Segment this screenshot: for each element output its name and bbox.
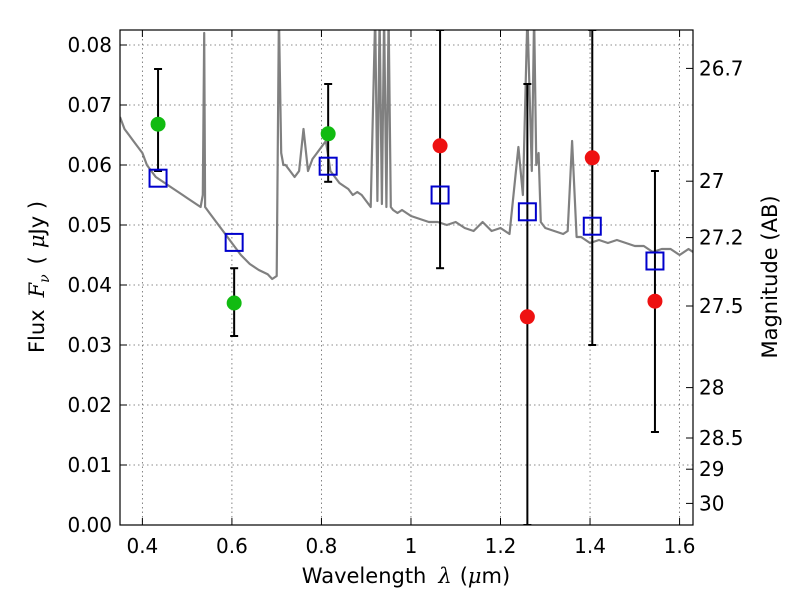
y-axis-symbol: F bbox=[25, 281, 49, 298]
model-square bbox=[582, 216, 602, 236]
y-axis-unit-rest: Jy ) bbox=[25, 201, 49, 237]
right-tick-label: 26.7 bbox=[699, 56, 744, 80]
y-axis-label-right: Magnitude (AB) bbox=[758, 195, 782, 358]
right-tick-label: 30 bbox=[699, 491, 724, 515]
upper-limit-point bbox=[584, 150, 600, 166]
plot-content bbox=[120, 30, 693, 525]
model-spectrum-line bbox=[120, 30, 693, 281]
y-tick-label: 0.02 bbox=[67, 393, 112, 417]
y-tick-label: 0.08 bbox=[67, 33, 112, 57]
y-tick-label: 0.06 bbox=[67, 153, 112, 177]
y-tick-label: 0.04 bbox=[67, 273, 112, 297]
y-axis-unit-open: ( bbox=[25, 256, 49, 264]
y-axis-symbol-sub: ν bbox=[37, 274, 53, 283]
y-axis-label-text: Flux bbox=[25, 309, 49, 353]
y-tick-label: 0.01 bbox=[67, 453, 112, 477]
x-tick-label: 0.8 bbox=[306, 534, 338, 558]
y-tick-label: 0.07 bbox=[67, 93, 112, 117]
y-tick-label: 0.03 bbox=[67, 333, 112, 357]
right-tick-label: 28 bbox=[699, 376, 724, 400]
model-square bbox=[430, 185, 450, 205]
upper-limit-point bbox=[432, 138, 448, 154]
plot-frame bbox=[119, 29, 694, 526]
plot-background bbox=[120, 30, 693, 525]
x-axis-symbol: λ bbox=[437, 564, 451, 588]
y-tick-label: 0.05 bbox=[67, 213, 112, 237]
x-axis-label: Wavelength λ (μm) bbox=[302, 564, 510, 588]
right-tick-label: 27 bbox=[699, 169, 724, 193]
right-tick-label: 27.5 bbox=[699, 294, 744, 318]
model-square bbox=[318, 156, 338, 176]
x-tick-label: 1.4 bbox=[574, 534, 606, 558]
y-tick-label: 0.00 bbox=[67, 513, 112, 537]
model-square bbox=[645, 251, 665, 271]
right-tick-label: 29 bbox=[699, 457, 724, 481]
x-tick-label: 0.4 bbox=[126, 534, 158, 558]
x-tick-label: 1.2 bbox=[485, 534, 517, 558]
x-tick-label: 1.6 bbox=[664, 534, 696, 558]
right-tick-label: 27.2 bbox=[699, 226, 744, 250]
detection-point bbox=[226, 295, 242, 311]
x-tick-label: 0.6 bbox=[216, 534, 248, 558]
model-square bbox=[148, 168, 168, 188]
detection-point bbox=[150, 116, 166, 132]
x-axis-unit-rest: m) bbox=[482, 564, 511, 588]
model-square bbox=[224, 232, 244, 252]
upper-limit-point bbox=[519, 309, 535, 325]
x-axis-unit-mu: μ bbox=[468, 564, 482, 588]
x-axis-unit-open: ( bbox=[460, 564, 468, 588]
right-tick-label: 28.5 bbox=[699, 426, 744, 450]
ticks: 0.4 0.6 0.8 1 1.2 1.4 1.6 0.00 0.01 0.02 0.03 0.04 0… bbox=[67, 30, 744, 558]
detection-point bbox=[320, 126, 336, 142]
y-axis-unit-mu: μ bbox=[25, 234, 49, 248]
y-axis-label-left: Flux Fν ( μJy ) bbox=[25, 201, 53, 353]
x-tick-label: 1 bbox=[405, 534, 418, 558]
upper-limit-point bbox=[647, 293, 663, 309]
markers bbox=[148, 116, 665, 325]
x-axis-label-text: Wavelength bbox=[302, 564, 427, 588]
model-square bbox=[517, 202, 537, 222]
